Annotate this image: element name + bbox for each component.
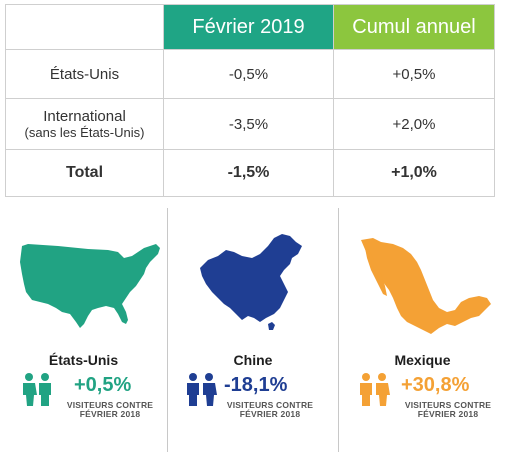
caption: VISITEURS CONTRE FÉVRIER 2018 [66, 400, 154, 419]
country-panel-mexico: Mexique +30,8% VISITEURS CONTRE FÉVRIER 2… [339, 212, 506, 452]
visitor-change-table: Février 2019 Cumul annuel États-Unis -0,… [5, 4, 495, 197]
row-label: International (sans les États-Unis) [5, 98, 164, 150]
ytd-value: +2,0% [333, 98, 495, 150]
ytd-value: +0,5% [333, 49, 495, 99]
february-value: -3,5% [163, 98, 334, 150]
people-icon [23, 373, 51, 406]
change-percent: +0,5% [74, 374, 132, 396]
mexico-map-icon [361, 238, 491, 334]
panel-divider [338, 208, 339, 452]
table-row-total: Total -1,5% +1,0% [5, 149, 495, 197]
country-panel-china: Chine -18,1% VISITEURS CONTRE FÉVRIER 201… [168, 212, 338, 452]
table-corner-cell [5, 4, 164, 50]
header-february-2019: Février 2019 [163, 4, 334, 50]
row-label: États-Unis [5, 49, 164, 99]
change-percent: -18,1% [224, 374, 288, 396]
ytd-value: +1,0% [333, 149, 495, 197]
row-sublabel: (sans les États-Unis) [24, 125, 145, 140]
table-row: International (sans les États-Unis) -3,5… [5, 98, 495, 150]
change-percent: +30,8% [401, 374, 470, 396]
row-label: Total [5, 149, 164, 197]
usa-map-icon [20, 244, 160, 328]
people-icon [360, 373, 390, 406]
country-name: Chine [233, 352, 273, 368]
table-row: États-Unis -0,5% +0,5% [5, 49, 495, 99]
people-icon [187, 373, 217, 406]
header-year-to-date: Cumul annuel [333, 4, 495, 50]
panel-divider [167, 208, 168, 452]
country-name: États-Unis [48, 352, 119, 368]
february-value: -0,5% [163, 49, 334, 99]
caption: VISITEURS CONTRE FÉVRIER 2018 [404, 400, 492, 419]
china-map-icon [200, 234, 302, 330]
country-panel-usa: États-Unis +0,5% VISITEURS CONTRE FÉVRIER… [0, 212, 167, 452]
country-name: Mexique [394, 352, 451, 368]
caption: VISITEURS CONTRE FÉVRIER 2018 [226, 400, 314, 419]
february-value: -1,5% [163, 149, 334, 197]
table-header-row: Février 2019 Cumul annuel [5, 4, 495, 50]
